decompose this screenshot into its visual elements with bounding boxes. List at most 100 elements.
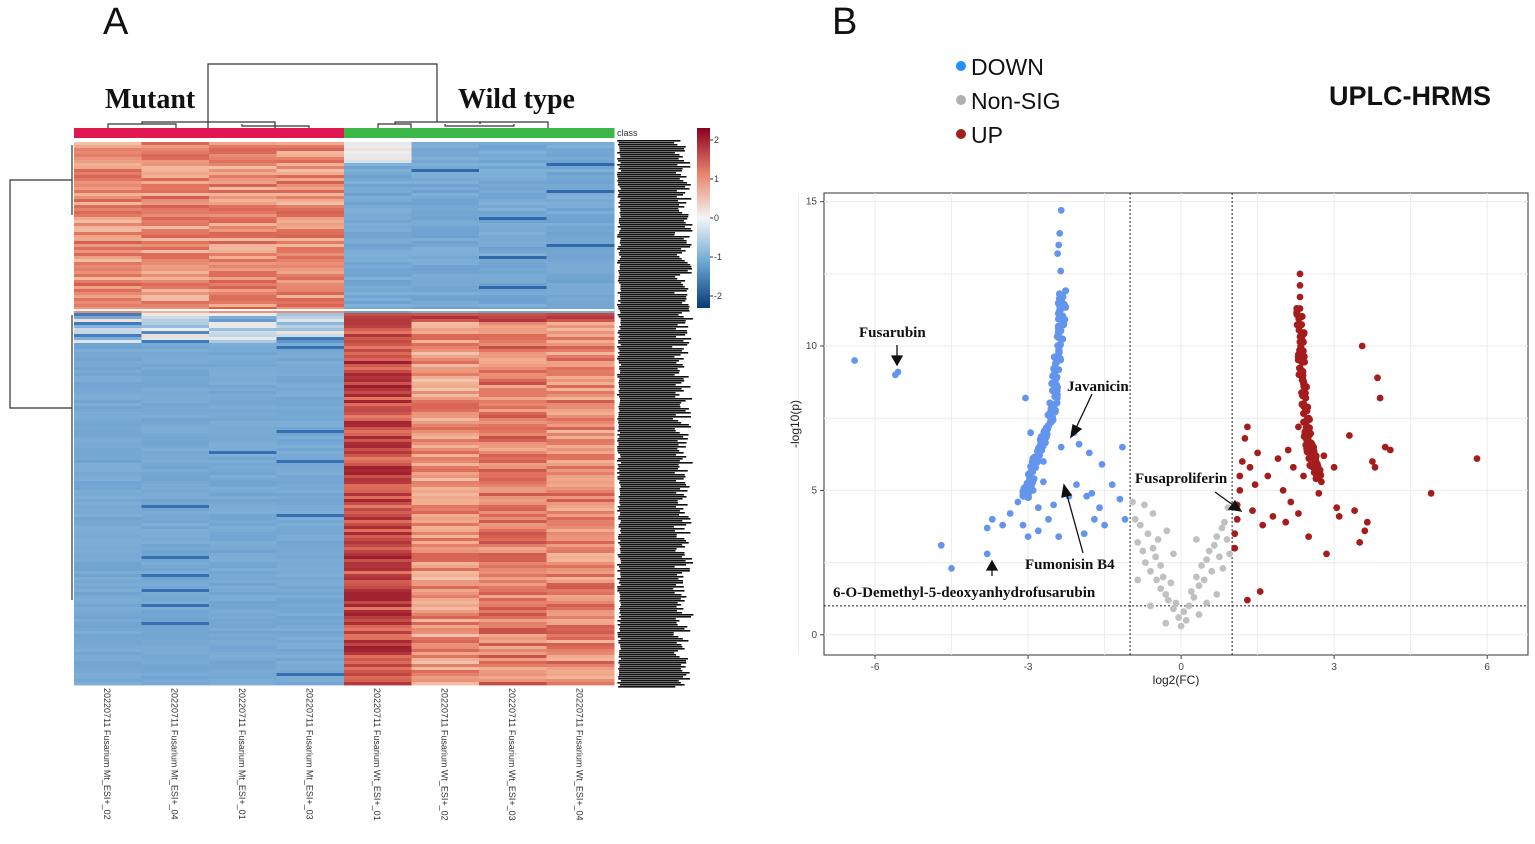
- feature-name-mark: [620, 614, 694, 616]
- nonsig-point: [1203, 556, 1210, 564]
- heatmap-cell: [74, 469, 142, 473]
- feature-name-mark: [617, 506, 676, 508]
- heatmap-cell: [74, 526, 142, 530]
- heatmap-cell: [276, 265, 345, 269]
- heatmap-cell: [546, 547, 615, 551]
- heatmap-cell: [411, 175, 480, 179]
- heatmap-cell: [141, 562, 210, 566]
- heatmap-cell: [74, 181, 142, 185]
- heatmap-cell: [141, 454, 210, 458]
- feature-name-mark: [618, 452, 684, 454]
- up-point: [1313, 471, 1321, 479]
- heatmap-cell: [74, 148, 142, 152]
- heatmap-cell: [141, 580, 210, 584]
- heatmap-cell: [344, 466, 412, 470]
- heatmap-cell: [479, 568, 547, 572]
- y-tick-label: 5: [811, 485, 817, 496]
- arrowhead-demethyl: [985, 559, 999, 571]
- nonsig-point: [1164, 596, 1172, 604]
- heatmap-cell: [209, 304, 277, 308]
- heatmap-cell: [276, 355, 345, 359]
- heatmap-cell: [276, 175, 345, 179]
- heatmap-cell: [276, 520, 345, 524]
- heatmap-cell: [344, 436, 412, 440]
- feature-name-mark: [620, 584, 677, 586]
- heatmap-cell: [479, 625, 547, 629]
- heatmap-cell: [344, 445, 412, 449]
- heatmap-cell: [411, 592, 480, 596]
- heatmap-cell: [411, 670, 480, 674]
- heatmap-cell: [141, 574, 210, 578]
- heatmap-cell: [479, 481, 547, 485]
- feature-name-mark: [620, 364, 683, 366]
- heatmap-cell: [344, 292, 412, 296]
- heatmap-cell: [344, 625, 412, 629]
- heatmap-cell: [141, 592, 210, 596]
- feature-name-mark: [619, 652, 675, 654]
- heatmap-cell: [209, 583, 277, 587]
- heatmap-cell: [479, 631, 547, 635]
- heatmap-cell: [479, 427, 547, 431]
- heatmap-cell: [479, 295, 547, 299]
- heatmap-cell: [276, 652, 345, 656]
- heatmap-cell: [141, 622, 210, 626]
- down-point: [1056, 230, 1064, 237]
- heatmap-cell: [74, 304, 142, 308]
- heatmap-cell: [411, 358, 480, 362]
- heatmap-cell: [344, 673, 412, 677]
- heatmap-cell: [74, 676, 142, 680]
- heatmap-cell: [411, 661, 480, 665]
- feature-name-mark: [617, 144, 678, 146]
- feature-name-mark: [618, 508, 684, 510]
- heatmap-cell: [74, 664, 142, 668]
- heatmap-cell: [479, 334, 547, 338]
- feature-name-mark: [618, 272, 692, 274]
- heatmap-cell: [141, 409, 210, 413]
- feature-name-mark: [619, 580, 684, 582]
- heatmap-cell: [276, 508, 345, 512]
- heatmap-cell: [276, 148, 345, 152]
- heatmap-cell: [74, 559, 142, 563]
- heatmap-cell: [479, 292, 547, 296]
- feature-name-mark: [617, 448, 678, 450]
- heatmap-cell: [344, 634, 412, 638]
- feature-name-mark: [620, 606, 677, 608]
- heatmap-cell: [209, 223, 277, 227]
- heatmap-cell: [546, 160, 615, 164]
- down-point: [851, 357, 858, 364]
- heatmap-cell: [74, 682, 142, 686]
- nonsig-point: [1213, 591, 1221, 598]
- heatmap-cell: [411, 646, 480, 650]
- heatmap-cell: [479, 289, 547, 293]
- feature-name-mark: [619, 544, 683, 546]
- feature-name-mark: [620, 594, 682, 596]
- heatmap-cell: [209, 655, 277, 659]
- heatmap-cell: [276, 319, 345, 323]
- nonsig-point: [1144, 530, 1152, 538]
- heatmap-cell: [141, 295, 210, 299]
- heatmap-cell: [74, 220, 142, 224]
- heatmap-cell: [74, 217, 142, 221]
- feature-name-mark: [618, 178, 680, 180]
- heatmap-cell: [74, 166, 142, 170]
- feature-name-mark: [618, 444, 679, 446]
- heatmap-cell: [546, 280, 615, 284]
- heatmap-cell: [344, 487, 412, 491]
- feature-name-mark: [619, 388, 682, 390]
- heatmap-cell: [344, 412, 412, 416]
- heatmap-cell: [479, 409, 547, 413]
- heatmap-cell: [344, 505, 412, 509]
- heatmap-cell: [74, 295, 142, 299]
- heatmap-cell: [479, 418, 547, 422]
- heatmap-cell: [344, 316, 412, 320]
- heatmap-cell: [344, 661, 412, 665]
- heatmap-cell: [546, 403, 615, 407]
- heatmap-cell: [209, 307, 277, 311]
- feature-name-mark: [617, 332, 688, 334]
- heatmap-cell: [344, 676, 412, 680]
- heatmap-cell: [344, 454, 412, 458]
- heatmap-cell: [74, 355, 142, 359]
- heatmap-cell: [276, 556, 345, 560]
- heatmap-cell: [344, 283, 412, 287]
- heatmap-cell: [344, 469, 412, 473]
